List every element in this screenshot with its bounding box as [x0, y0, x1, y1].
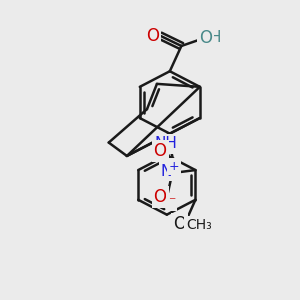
Text: N: N — [161, 164, 172, 179]
Text: H: H — [210, 30, 221, 45]
Text: CH₃: CH₃ — [187, 218, 212, 232]
Text: O: O — [154, 188, 166, 206]
Text: ⁻: ⁻ — [168, 195, 175, 209]
Text: O: O — [154, 142, 166, 160]
Text: NH: NH — [155, 136, 178, 152]
Text: O: O — [199, 29, 212, 47]
Text: O: O — [146, 27, 159, 45]
Text: O: O — [173, 214, 186, 232]
Text: +: + — [169, 160, 179, 173]
